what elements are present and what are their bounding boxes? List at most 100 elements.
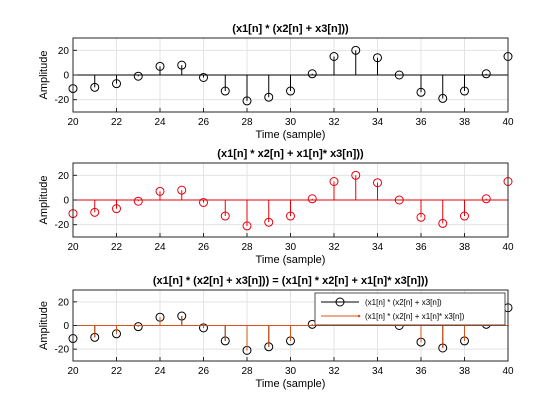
y-axis-label: Amplitude xyxy=(38,301,50,350)
stem-marker xyxy=(286,211,295,221)
x-tick-label: 30 xyxy=(285,117,297,128)
stem-marker xyxy=(90,207,100,217)
stem-marker xyxy=(394,70,404,80)
stem-marker xyxy=(481,69,491,79)
x-tick-label: 20 xyxy=(67,242,79,253)
x-tick-label: 24 xyxy=(154,117,166,128)
stem-marker xyxy=(264,217,274,227)
stem-marker xyxy=(220,86,230,96)
stem-marker xyxy=(416,212,426,222)
y-tick-label: 20 xyxy=(58,297,70,308)
legend-entry-2: (x1[n] * (x2[n] + x1[n]* x3[n]) xyxy=(365,312,465,321)
stem-marker xyxy=(155,186,165,196)
y-axis-label: Amplitude xyxy=(38,176,50,225)
y-tick-label: -20 xyxy=(55,95,70,106)
stem-marker xyxy=(481,194,491,204)
stem-marker xyxy=(199,197,208,207)
stem-marker xyxy=(394,195,404,205)
x-tick-label: 34 xyxy=(372,242,384,253)
x-tick-label: 20 xyxy=(67,117,79,128)
stem-marker xyxy=(133,196,143,206)
y-axis-label: Amplitude xyxy=(38,51,50,100)
x-tick-label: 38 xyxy=(459,117,471,128)
x-tick-label: 22 xyxy=(111,366,123,377)
x-tick-label: 32 xyxy=(328,117,340,128)
stem-marker xyxy=(133,322,143,332)
x-tick-label: 26 xyxy=(198,242,210,253)
series-1 xyxy=(68,170,513,231)
x-tick-label: 32 xyxy=(328,366,340,377)
x-tick-label: 34 xyxy=(372,366,384,377)
x-tick-label: 24 xyxy=(154,242,166,253)
x-tick-label: 36 xyxy=(415,242,427,253)
x-tick-label: 36 xyxy=(415,366,427,377)
x-tick-label: 26 xyxy=(198,117,210,128)
x-tick-label: 36 xyxy=(415,117,427,128)
stem-marker xyxy=(460,211,469,221)
x-tick-label: 34 xyxy=(372,117,384,128)
legend-box xyxy=(314,292,506,326)
legend-entry-1: (x1[n] * (x2[n] + x3[n]) xyxy=(365,298,442,307)
y-tick-label: 0 xyxy=(63,321,69,332)
y-tick-label: 20 xyxy=(58,171,70,182)
stem-marker xyxy=(220,211,230,221)
y-tick-label: -20 xyxy=(55,345,70,356)
stem-marker xyxy=(351,170,361,180)
stem-marker xyxy=(307,69,317,79)
stem-marker xyxy=(351,45,361,55)
chart-title: (x1[n] * x2[n] + x1[n]* x3[n])) xyxy=(217,148,364,160)
y-tick-label: 0 xyxy=(63,196,69,207)
stem-marker xyxy=(307,194,317,204)
stem-marker xyxy=(373,53,382,63)
stem-marker xyxy=(133,71,143,81)
chart-panel-1: 20 22 24 26 28 30 32 34 36 38 40 -20 0 20 (x1[n] * (x2… xyxy=(38,23,514,141)
x-tick-label: 38 xyxy=(459,366,471,377)
x-tick-label: 30 xyxy=(285,366,297,377)
stem-marker xyxy=(329,177,339,186)
x-tick-label: 26 xyxy=(198,366,210,377)
stem-marker xyxy=(199,323,208,333)
stem-marker xyxy=(242,96,252,106)
chart-title: (x1[n] * (x2[n] + x3[n])) xyxy=(232,23,349,35)
chart-panel-2: 20 22 24 26 28 30 32 34 36 38 40 -20 0 20 (x1[n] * x2[… xyxy=(38,148,514,266)
x-tick-label: 30 xyxy=(285,242,297,253)
x-tick-label: 38 xyxy=(459,242,471,253)
stem-marker xyxy=(199,72,208,82)
stem-marker xyxy=(264,92,274,102)
x-tick-label: 40 xyxy=(502,117,514,128)
x-tick-label: 40 xyxy=(502,366,514,377)
y-tick-label: 0 xyxy=(63,71,69,82)
x-tick-label: 20 xyxy=(67,366,79,377)
stem-marker xyxy=(329,52,339,61)
x-tick-label: 32 xyxy=(328,242,340,253)
stem-marker xyxy=(112,79,121,89)
stem-marker xyxy=(177,185,187,195)
x-axis-label: Time (sample) xyxy=(256,378,326,390)
legend-swatch-marker xyxy=(335,297,345,307)
y-tick-label: 20 xyxy=(58,46,70,57)
x-axis-label: Time (sample) xyxy=(256,254,326,266)
chart-title: (x1[n] * (x2[n] + x3[n])) = (x1[n] * x2[… xyxy=(153,275,429,287)
chart-panel-3: 20 22 24 26 28 30 32 34 36 38 40 -20 0 20 (x1[n] * (x2… xyxy=(38,275,514,390)
x-tick-label: 28 xyxy=(241,117,253,128)
stem-marker xyxy=(155,61,165,71)
stem-marker xyxy=(112,204,121,214)
series-1 xyxy=(68,45,513,106)
stem-marker xyxy=(177,60,187,70)
x-tick-label: 28 xyxy=(241,366,253,377)
legend: (x1[n] * (x2[n] + x3[n]) (x1[n] * (x2[n] … xyxy=(314,292,506,326)
y-tick-label: -20 xyxy=(55,220,70,231)
stem-marker xyxy=(438,93,448,103)
stem-marker xyxy=(460,86,469,96)
stem-marker xyxy=(286,86,295,96)
stem-marker xyxy=(242,221,252,231)
stem-marker xyxy=(373,178,382,188)
x-axis-label: Time (sample) xyxy=(256,129,326,141)
x-tick-label: 40 xyxy=(502,242,514,253)
stem-marker xyxy=(90,82,100,92)
x-tick-label: 24 xyxy=(154,366,166,377)
x-tick-label: 22 xyxy=(111,117,123,128)
x-tick-label: 22 xyxy=(111,242,123,253)
stem-marker xyxy=(438,218,448,228)
